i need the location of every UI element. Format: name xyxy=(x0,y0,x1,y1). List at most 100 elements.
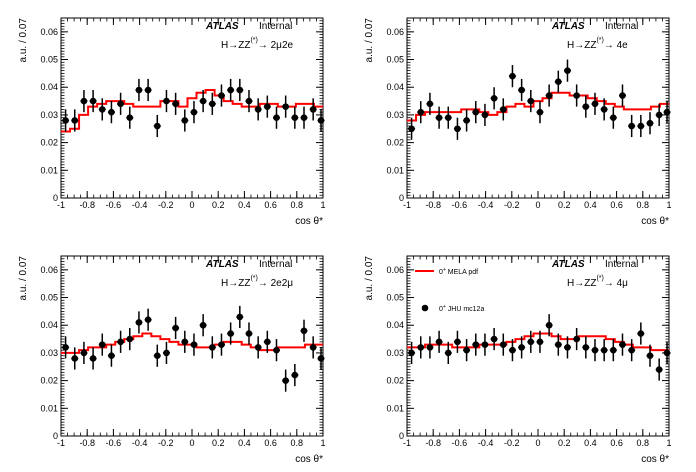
data-point xyxy=(89,347,97,370)
data-point xyxy=(98,333,106,356)
data-point xyxy=(98,98,106,121)
data-point xyxy=(254,98,262,121)
data-point xyxy=(282,369,290,392)
y-axis-title: a.u. / 0.07 xyxy=(18,256,29,301)
y-tick-label: 0.05 xyxy=(40,293,58,303)
data-marker xyxy=(454,338,461,346)
panel-1: -1 -0.8 -0.6 -0.4 -0.2 0 0.2 0.4 0.6 0.8 1 0 0.01 0.0… xyxy=(18,17,326,227)
x-tick-label: 0 xyxy=(189,438,194,448)
data-point xyxy=(591,92,599,115)
x-tick-label: -0.4 xyxy=(478,200,494,210)
data-point xyxy=(117,92,125,115)
x-tick-label: 0.2 xyxy=(558,200,571,210)
data-point xyxy=(208,336,216,359)
data-point xyxy=(153,344,161,367)
data-point xyxy=(545,314,553,337)
data-point xyxy=(89,90,97,113)
data-point xyxy=(107,344,115,367)
data-point xyxy=(490,87,498,110)
x-tick-label: 0.2 xyxy=(558,438,571,448)
x-tick-label: 0.6 xyxy=(610,438,623,448)
data-marker xyxy=(227,86,234,94)
data-marker xyxy=(209,100,216,108)
plot-frame xyxy=(406,17,670,199)
data-point xyxy=(236,305,244,328)
panel-3: -1 -0.8 -0.6 -0.4 -0.2 0 0.2 0.4 0.6 0.8 1 0 0.01 0.0… xyxy=(18,255,326,465)
data-point xyxy=(263,95,271,118)
x-tick-label: -1 xyxy=(403,438,411,448)
data-point xyxy=(190,101,198,124)
data-marker xyxy=(236,86,244,94)
y-tick-label: 0.01 xyxy=(40,403,58,413)
data-marker xyxy=(628,122,635,130)
x-tick-label: -0.6 xyxy=(452,200,468,210)
data-point xyxy=(463,339,471,362)
legend-label: 0+ JHU mc12a xyxy=(439,304,484,313)
data-marker xyxy=(499,341,507,348)
data-marker xyxy=(135,319,143,326)
x-axis-title: cos θ* xyxy=(295,216,323,227)
data-marker xyxy=(190,108,198,116)
data-marker xyxy=(144,316,152,323)
y-tick-label: 0.03 xyxy=(386,110,404,120)
data-point xyxy=(508,339,516,362)
data-marker xyxy=(655,366,663,373)
data-point xyxy=(181,330,189,353)
x-tick-label: -0.4 xyxy=(132,200,148,210)
data-marker xyxy=(490,95,498,102)
x-tick-label: -0.8 xyxy=(425,200,441,210)
data-marker xyxy=(89,355,97,362)
data-marker xyxy=(426,344,434,351)
data-marker xyxy=(108,352,115,359)
data-point xyxy=(499,333,507,356)
data-marker xyxy=(509,346,516,354)
data-marker xyxy=(655,111,663,119)
x-tick-label: 0.6 xyxy=(610,200,623,210)
data-point xyxy=(646,344,654,367)
channel-sup: (*) xyxy=(596,275,603,282)
legend-marker-swatch xyxy=(421,304,429,312)
data-marker xyxy=(181,338,189,346)
data-point xyxy=(628,339,636,362)
data-point xyxy=(417,336,425,359)
data-marker xyxy=(472,108,480,116)
data-point xyxy=(309,336,317,359)
data-marker xyxy=(135,86,143,94)
x-tick-label: 1 xyxy=(320,200,325,210)
x-tick-label: 0.4 xyxy=(238,438,251,448)
x-tick-label: -0.2 xyxy=(504,200,520,210)
x-tick-label: 0.6 xyxy=(264,438,277,448)
data-point xyxy=(628,114,636,138)
data-point xyxy=(518,336,526,359)
data-point xyxy=(426,92,434,115)
data-point xyxy=(317,109,325,132)
channel-sup: (*) xyxy=(250,275,257,282)
data-marker xyxy=(282,377,289,384)
data-marker xyxy=(472,341,480,348)
data-marker xyxy=(273,114,280,121)
y-tick-label: 0.06 xyxy=(40,265,58,275)
data-marker xyxy=(628,346,635,354)
x-tick-label: 0 xyxy=(535,200,540,210)
data-marker xyxy=(300,114,308,121)
channel-sup: (*) xyxy=(250,37,257,44)
data-point xyxy=(663,341,671,364)
atlas-label: ATLAS xyxy=(551,21,585,32)
data-point xyxy=(254,336,262,359)
x-axis-title: cos θ* xyxy=(295,454,323,465)
x-axis-title: cos θ* xyxy=(641,454,669,465)
legend-label-base: 0 xyxy=(439,306,443,313)
data-marker xyxy=(300,327,308,335)
data-point xyxy=(536,330,544,353)
data-marker xyxy=(555,78,562,85)
x-tick-label: 1 xyxy=(666,200,671,210)
y-tick-label: 0.06 xyxy=(386,27,404,37)
x-tick-label: 1 xyxy=(320,438,325,448)
data-marker xyxy=(153,352,161,359)
data-marker xyxy=(163,97,170,105)
data-marker xyxy=(610,346,617,354)
x-tick-label: 0.8 xyxy=(637,200,650,210)
data-point xyxy=(300,106,308,129)
